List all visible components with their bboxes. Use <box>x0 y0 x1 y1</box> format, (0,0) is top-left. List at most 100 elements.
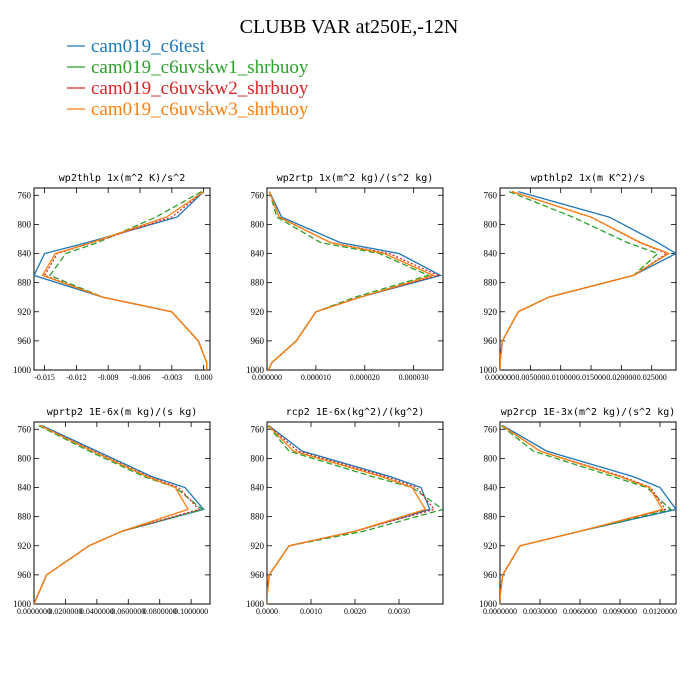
series-line-2 <box>34 425 201 604</box>
x-tick-label: 0.000000 <box>252 373 282 382</box>
panel-title: wp2rcp 1E-3x(m^2 kg)/(s^2 kg) <box>501 407 676 418</box>
series-line-2 <box>267 425 436 604</box>
series-line-1 <box>34 425 204 604</box>
x-tick-label: 0.0020 <box>344 607 366 616</box>
panel-title: wp2thlp 1x(m^2 K)/s^2 <box>59 173 185 184</box>
y-tick-label: 760 <box>484 190 498 200</box>
x-tick-label: 0.0800000 <box>143 607 177 616</box>
x-tick-label: 0.000 <box>195 373 213 382</box>
y-tick-label: 880 <box>18 512 32 522</box>
y-tick-label: 1000 <box>246 599 265 609</box>
y-tick-label: 760 <box>18 190 32 200</box>
y-tick-label: 960 <box>18 570 32 580</box>
y-tick-label: 960 <box>251 336 265 346</box>
panel-1: wp2rtp 1x(m^2 kg)/(s^2 kg) 760 800 840 880 92… <box>246 173 444 382</box>
y-tick-label: 1000 <box>13 365 32 375</box>
legend: cam019_c6testcam019_c6uvskw1_shrbuoycam0… <box>67 36 309 120</box>
y-tick-label: 800 <box>251 453 265 463</box>
y-tick-label: 920 <box>484 541 498 551</box>
x-tick-label: 0.015000 <box>576 373 606 382</box>
x-tick-label: 0.0090000 <box>603 607 637 616</box>
x-tick-label: 0.020000 <box>606 373 636 382</box>
y-tick-label: 840 <box>484 249 498 259</box>
x-tick-label: 0.005000 <box>515 373 545 382</box>
plot-frame <box>499 421 677 605</box>
x-tick-label: -0.006 <box>130 373 151 382</box>
y-tick-label: 800 <box>251 219 265 229</box>
y-tick-label: 800 <box>484 453 498 463</box>
y-tick-label: 920 <box>18 307 32 317</box>
series-line-0 <box>500 425 676 604</box>
y-tick-label: 1000 <box>246 365 265 375</box>
series-line-1 <box>500 190 660 370</box>
x-tick-label: 0.0200000 <box>48 607 82 616</box>
x-tick-label: 0.010000 <box>546 373 576 382</box>
y-tick-label: 840 <box>18 249 32 259</box>
series-line-3 <box>500 425 664 604</box>
x-tick-label: 0.000000 <box>485 373 515 382</box>
panel-title: wpthlp2 1x(m K^2)/s <box>531 173 645 184</box>
plot-frame <box>33 187 211 371</box>
panel-title: rcp2 1E-6x(kg^2)/(kg^2) <box>286 407 424 418</box>
y-tick-label: 840 <box>251 483 265 493</box>
x-tick-label: 0.0600000 <box>111 607 145 616</box>
series-line-3 <box>41 191 208 370</box>
y-tick-label: 800 <box>18 219 32 229</box>
x-tick-label: 0.0030 <box>388 607 410 616</box>
y-tick-label: 800 <box>18 453 32 463</box>
y-tick-label: 760 <box>251 424 265 434</box>
panels: wp2thlp 1x(m^2 K)/s^2 760 800 840 880 920 960 1… <box>13 173 677 616</box>
series-line-2 <box>500 190 669 370</box>
y-tick-label: 840 <box>484 483 498 493</box>
panel-3: wprtp2 1E-6x(m kg)/(s kg) 760 800 840 880 920… <box>13 407 211 616</box>
y-tick-label: 1000 <box>479 365 498 375</box>
x-tick-label: 0.025000 <box>637 373 667 382</box>
x-tick-label: 0.0030000 <box>523 607 557 616</box>
plot-frame <box>266 187 444 371</box>
y-tick-label: 760 <box>18 424 32 434</box>
legend-label-3: cam019_c6uvskw3_shrbuoy <box>91 99 309 120</box>
x-tick-label: -0.003 <box>161 373 182 382</box>
y-tick-label: 760 <box>251 190 265 200</box>
x-tick-label: 0.0010 <box>300 607 322 616</box>
y-tick-label: 880 <box>484 512 498 522</box>
legend-label-2: cam019_c6uvskw2_shrbuoy <box>91 78 309 99</box>
panel-title: wp2rtp 1x(m^2 kg)/(s^2 kg) <box>277 173 434 184</box>
series-line-0 <box>34 425 205 604</box>
y-tick-label: 960 <box>484 570 498 580</box>
panel-5: wp2rcp 1E-3x(m^2 kg)/(s^2 kg)760 800 840 88… <box>479 407 677 616</box>
series-line-0 <box>267 425 431 604</box>
x-tick-label: 0.0000000 <box>483 607 517 616</box>
y-tick-label: 920 <box>251 541 265 551</box>
series-line-0 <box>500 190 676 370</box>
series-line-2 <box>43 191 208 370</box>
x-tick-label: 0.000020 <box>350 373 380 382</box>
plot-frame <box>33 421 211 605</box>
y-tick-label: 800 <box>484 219 498 229</box>
panel-4: rcp2 1E-6x(kg^2)/(kg^2) 760 800 840 880 920 96… <box>246 407 444 616</box>
y-tick-label: 840 <box>251 249 265 259</box>
series-line-1 <box>48 191 208 370</box>
series-line-0 <box>34 191 208 370</box>
y-tick-label: 920 <box>251 307 265 317</box>
panel-0: wp2thlp 1x(m^2 K)/s^2 760 800 840 880 920 960 1… <box>13 173 213 382</box>
series-line-3 <box>267 191 436 370</box>
y-tick-label: 960 <box>18 336 32 346</box>
series-line-3 <box>267 425 427 604</box>
x-tick-label: 0.0060000 <box>563 607 597 616</box>
y-tick-label: 920 <box>484 307 498 317</box>
figure-title: CLUBB VAR at250E,-12N <box>240 16 459 38</box>
y-tick-label: 880 <box>484 278 498 288</box>
y-tick-label: 880 <box>251 512 265 522</box>
y-tick-label: 880 <box>251 278 265 288</box>
x-tick-label: 0.0400000 <box>80 607 114 616</box>
x-tick-label: -0.015 <box>34 373 55 382</box>
y-tick-label: 760 <box>484 424 498 434</box>
x-tick-label: 0.0000 <box>256 607 278 616</box>
y-tick-label: 960 <box>251 570 265 580</box>
x-tick-label: -0.012 <box>66 373 87 382</box>
x-tick-label: -0.009 <box>98 373 119 382</box>
panel-2: wpthlp2 1x(m K^2)/s 760 800 840 880 920 960 100… <box>479 173 677 382</box>
y-tick-label: 840 <box>18 483 32 493</box>
